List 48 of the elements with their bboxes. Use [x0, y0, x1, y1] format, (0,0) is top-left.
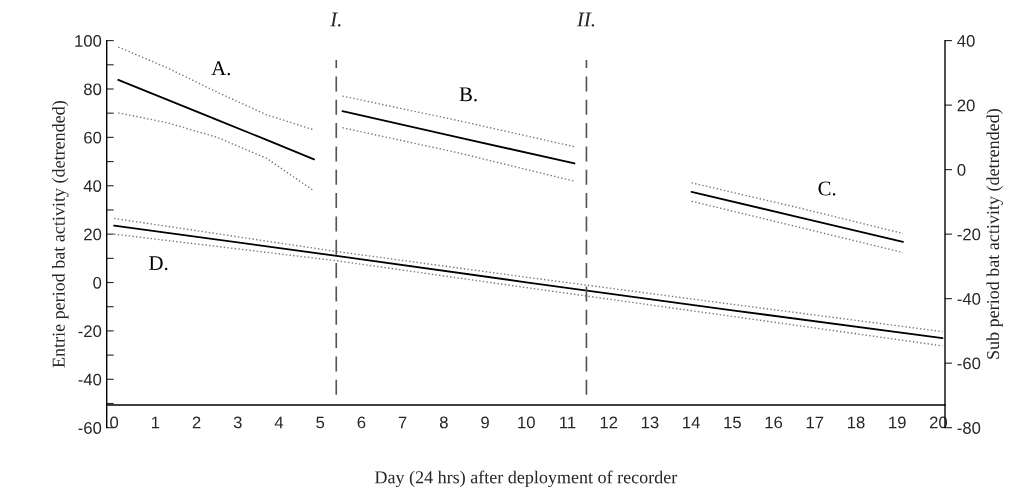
series-label: A. — [211, 61, 231, 76]
y2-tick-label: 40 — [957, 34, 975, 47]
x-tick-label: 7 — [398, 416, 407, 429]
x-tick-label: 14 — [683, 416, 700, 429]
line-series — [117, 79, 315, 161]
y-tick-label: 40 — [83, 180, 102, 192]
x-tick-label: 0 — [110, 416, 119, 429]
y-tick-label: -60 — [78, 422, 102, 434]
x-axis-title: Day (24 hrs) after deployment of recorder — [374, 470, 678, 488]
x-tick-label: 1 — [151, 416, 160, 429]
y-tick-label: -40 — [78, 373, 102, 386]
line-series — [117, 46, 315, 131]
x-tick-label: 6 — [357, 416, 366, 429]
x-tick-label: 17 — [806, 416, 824, 429]
y2-tick-label: -80 — [957, 422, 981, 434]
series-label: B. — [459, 87, 477, 102]
y-tick-label: 0 — [93, 276, 102, 289]
x-tick-label: 18 — [847, 416, 865, 429]
x-tick-label: 3 — [233, 416, 242, 429]
ref-line-label: I. — [330, 12, 341, 27]
x-tick-label: 11 — [560, 416, 576, 429]
y-axis-title: Entrie period bat activity (detrended) — [52, 101, 69, 368]
y-tick-label: 80 — [84, 83, 102, 96]
x-tick-label: 4 — [274, 416, 284, 429]
x-tick-label: 8 — [439, 416, 448, 429]
x-tick-label: 19 — [889, 416, 906, 429]
x-tick-label: 10 — [518, 416, 535, 429]
y2-tick-label: -60 — [957, 357, 981, 370]
y2-axis-title: Sub period bat activity (detrended) — [986, 109, 1003, 359]
y-tick-label: 60 — [84, 131, 102, 144]
line-series — [117, 112, 315, 192]
x-tick-label: 2 — [192, 416, 201, 429]
y2-tick-label: -40 — [957, 293, 981, 305]
x-tick-label: 16 — [765, 416, 783, 429]
x-tick-label: 13 — [641, 416, 659, 429]
x-tick-label: 5 — [316, 416, 325, 429]
y2-tick-label: -20 — [957, 228, 981, 241]
x-tick-label: 15 — [724, 416, 741, 429]
y-tick-label: 20 — [84, 228, 102, 241]
y-tick-label: -20 — [78, 325, 102, 338]
series-label: C. — [818, 181, 836, 196]
x-tick-label: 12 — [600, 416, 618, 429]
x-tick-label: 9 — [481, 416, 489, 429]
ref-line-label: II. — [576, 12, 595, 27]
y-tick-label: 100 — [75, 34, 102, 47]
series-label: D. — [149, 256, 168, 271]
y2-tick-label: 20 — [957, 99, 975, 112]
y2-tick-label: 0 — [957, 164, 966, 176]
